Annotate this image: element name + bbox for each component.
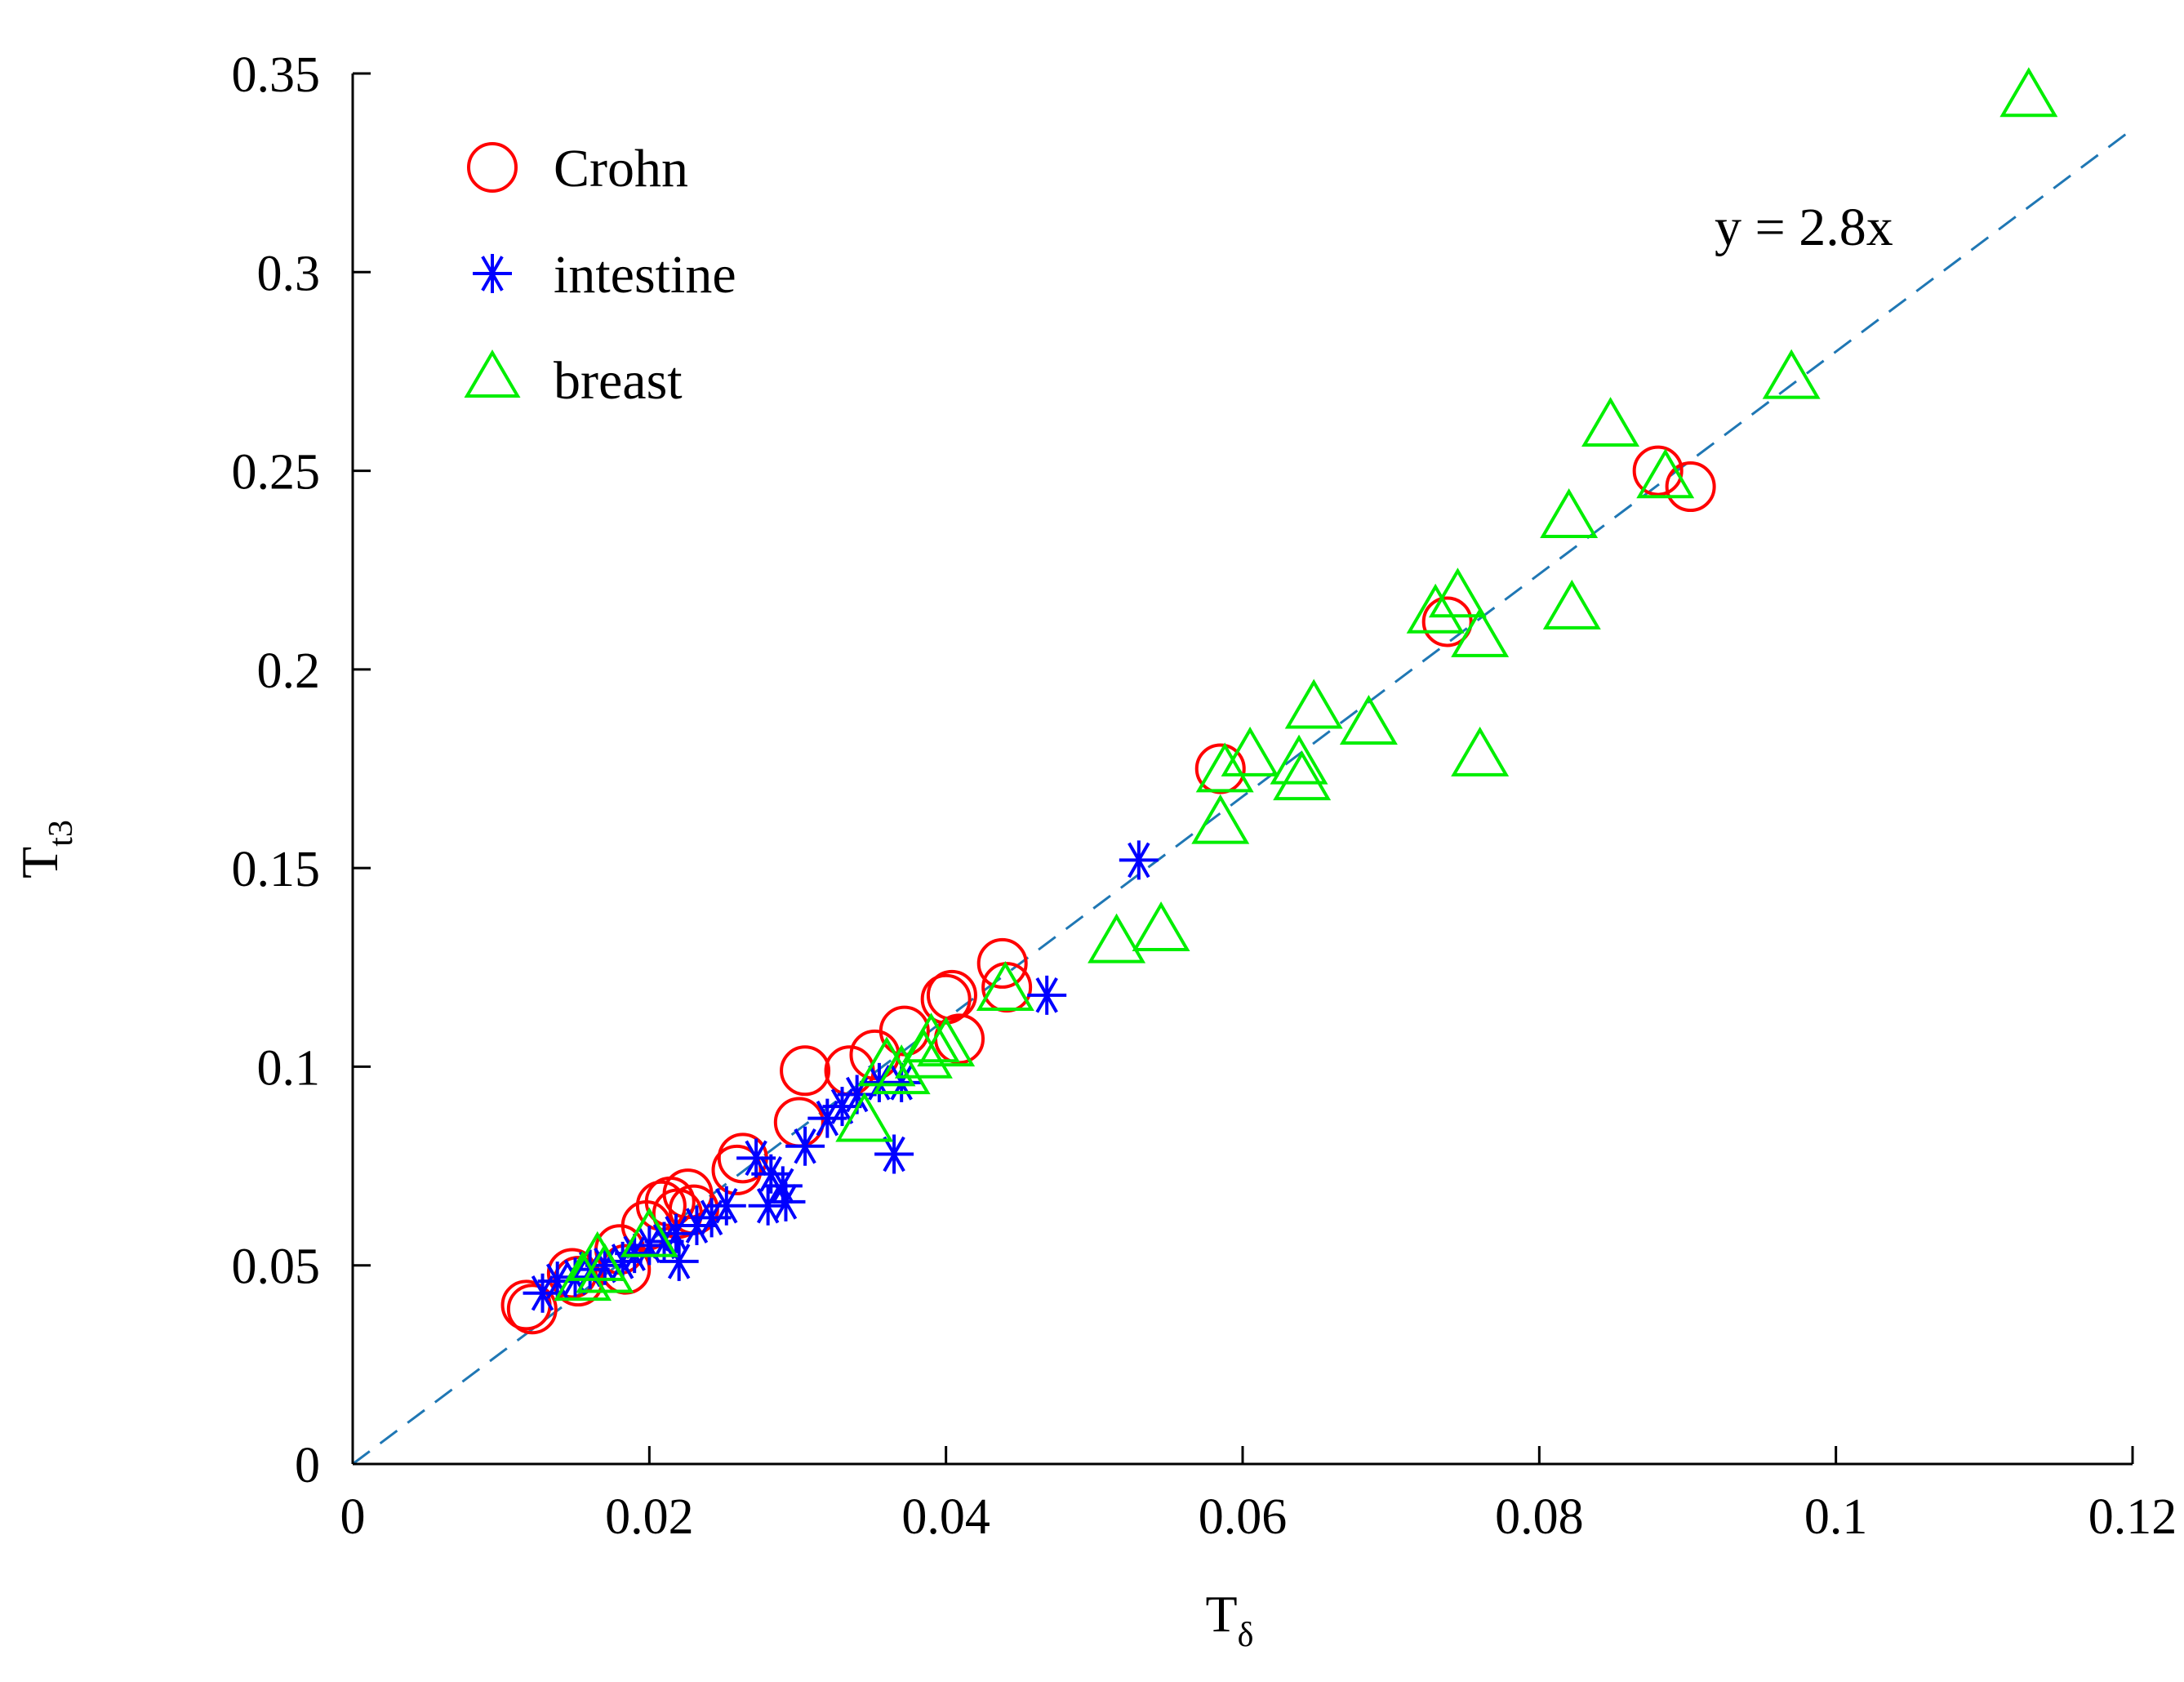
x-axis-label: Tδ (1206, 1585, 1254, 1654)
x-tick-label: 0.06 (1199, 1489, 1288, 1545)
point-breast (1451, 726, 1510, 776)
point-breast (976, 961, 1034, 1011)
point-crohn (711, 1144, 763, 1195)
legend-label-intestine: intestine (554, 245, 736, 305)
point-intestine (736, 1138, 776, 1178)
point-breast (554, 1251, 612, 1302)
legend-item-breast: breast (464, 349, 683, 411)
x-tick-label: 0.12 (2088, 1489, 2177, 1545)
point-breast (917, 1017, 976, 1067)
point-breast (1273, 750, 1332, 801)
y-tick-label: 0.05 (232, 1239, 321, 1295)
point-intestine (874, 1134, 914, 1174)
point-intestine (537, 1262, 577, 1302)
series-intestine (523, 840, 1159, 1313)
point-crohn (1632, 445, 1684, 496)
fit-line-layer (352, 127, 2133, 1466)
point-breast (1132, 901, 1190, 951)
point-crohn (926, 969, 977, 1021)
x-tick-label: 0.04 (901, 1489, 990, 1545)
legend: Crohn intestine breast (464, 139, 736, 411)
point-crohn (780, 1045, 831, 1097)
point-intestine (677, 1206, 717, 1246)
legend-item-crohn: Crohn (467, 139, 688, 198)
series-breast (554, 67, 2058, 1302)
point-breast (1284, 679, 1343, 729)
point-breast (1088, 913, 1146, 963)
series-crohn (500, 445, 1716, 1335)
point-breast (1762, 349, 1821, 399)
point-breast (1270, 734, 1328, 785)
x-tick-label: 0.02 (605, 1489, 694, 1545)
point-breast (902, 1012, 960, 1063)
y-tick-label: 0.1 (257, 1040, 321, 1096)
y-tick-label: 0.2 (257, 643, 321, 699)
point-intestine (1119, 840, 1159, 880)
point-crohn (546, 1248, 598, 1299)
point-breast (835, 1092, 894, 1142)
point-breast (1221, 726, 1279, 776)
x-axis-label-subscript: δ (1238, 1617, 1254, 1654)
fit-line (352, 127, 2133, 1466)
y-tick-label: 0.25 (232, 445, 321, 501)
point-intestine (766, 1181, 806, 1221)
y-axis-label: Tt3 (11, 820, 80, 879)
point-breast (1406, 583, 1465, 634)
point-breast (1636, 448, 1695, 499)
fit-line-label: y = 2.8x (1715, 198, 1893, 257)
point-breast (1581, 397, 1640, 447)
point-crohn (1421, 596, 1473, 647)
point-crohn (976, 937, 1028, 989)
point-breast (1999, 67, 2058, 118)
point-intestine (615, 1234, 655, 1274)
y-axis-label-subscript: t3 (42, 820, 80, 847)
point-breast (1191, 794, 1250, 844)
x-axis-label-main: T (1206, 1585, 1238, 1643)
point-breast (1542, 579, 1601, 630)
point-breast (620, 1207, 678, 1257)
point-intestine (585, 1245, 625, 1285)
y-tick-label: 0.15 (232, 842, 321, 897)
point-breast (576, 1243, 634, 1293)
legend-label-crohn: Crohn (554, 139, 688, 198)
point-crohn (1194, 743, 1246, 794)
y-tick-label: 0.35 (232, 47, 321, 103)
point-breast (1428, 567, 1487, 618)
legend-item-intestine: intestine (473, 245, 736, 305)
point-breast (1195, 742, 1254, 793)
point-crohn (981, 962, 1033, 1013)
point-breast (857, 1036, 916, 1087)
legend-label-breast: breast (554, 351, 683, 411)
x-tick-label: 0.08 (1495, 1489, 1584, 1545)
legend-marker-breast (464, 349, 521, 398)
x-tick-label: 0.1 (1804, 1489, 1868, 1545)
point-breast (872, 1044, 931, 1095)
x-tick-label: 0 (340, 1489, 366, 1545)
data-points (500, 67, 2058, 1335)
point-crohn (506, 1284, 558, 1335)
point-breast (1451, 607, 1510, 657)
point-breast (1339, 695, 1398, 745)
point-breast (1540, 487, 1599, 538)
y-tick-label: 0.3 (257, 246, 321, 301)
y-axis-label-main: T (11, 847, 69, 879)
point-intestine (748, 1186, 788, 1226)
point-intestine (706, 1186, 746, 1226)
legend-marker-intestine (473, 254, 512, 293)
point-intestine (785, 1126, 825, 1166)
legend-marker-crohn (467, 142, 518, 193)
point-intestine (1027, 975, 1067, 1015)
tick-marks: 0 0.02 0.04 0.06 0.08 0.1 0.12 0 0.05 0.1 0.15 0.2 0… (232, 47, 2177, 1545)
point-crohn (1665, 461, 1716, 513)
y-tick-label: 0 (295, 1438, 320, 1493)
